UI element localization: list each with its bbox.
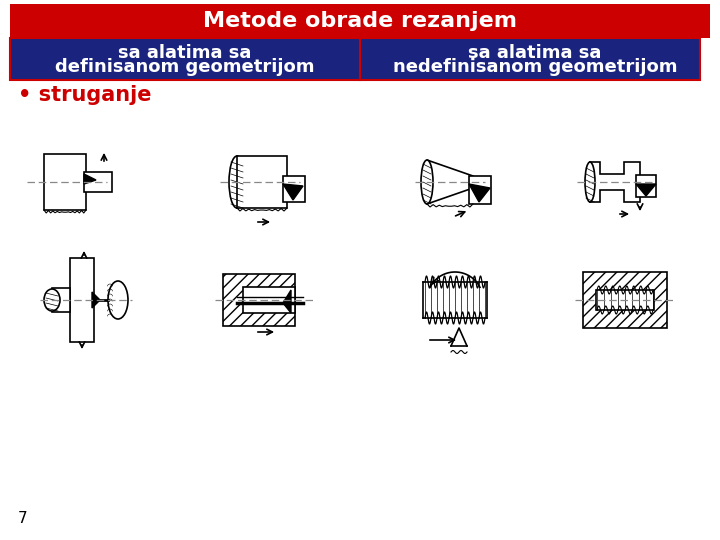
Bar	[10, 38, 360, 80]
Bar	[223, 274, 295, 326]
Text: nedefinisanom geometrijom: nedefinisanom geometrijom	[392, 58, 678, 76]
Text: sa alatima sa: sa alatima sa	[118, 44, 252, 62]
Bar	[596, 290, 654, 310]
Text: • struganje: • struganje	[18, 85, 151, 105]
Ellipse shape	[421, 160, 433, 204]
Bar	[360, 38, 700, 80]
Ellipse shape	[108, 281, 128, 319]
Bar	[44, 154, 86, 210]
Bar	[243, 287, 295, 313]
Bar	[52, 288, 70, 312]
Polygon shape	[84, 174, 96, 184]
Ellipse shape	[585, 162, 595, 202]
Bar	[469, 176, 491, 204]
Bar	[636, 175, 656, 197]
Polygon shape	[427, 160, 473, 204]
Bar	[84, 172, 112, 192]
Bar	[583, 272, 667, 328]
Bar	[237, 156, 287, 208]
Bar	[283, 176, 305, 202]
Polygon shape	[636, 184, 656, 196]
Polygon shape	[92, 292, 100, 308]
Polygon shape	[283, 184, 303, 200]
Text: definisanom geometrijom: definisanom geometrijom	[55, 58, 315, 76]
Ellipse shape	[44, 289, 60, 311]
Text: sa alatima sa: sa alatima sa	[468, 44, 602, 62]
Text: 7: 7	[18, 511, 27, 526]
Ellipse shape	[229, 156, 245, 208]
Polygon shape	[283, 290, 291, 313]
Bar	[70, 258, 94, 342]
Polygon shape	[590, 162, 640, 202]
Bar	[10, 4, 710, 38]
Polygon shape	[469, 184, 490, 202]
Text: Metode obrade rezanjem: Metode obrade rezanjem	[203, 11, 517, 31]
